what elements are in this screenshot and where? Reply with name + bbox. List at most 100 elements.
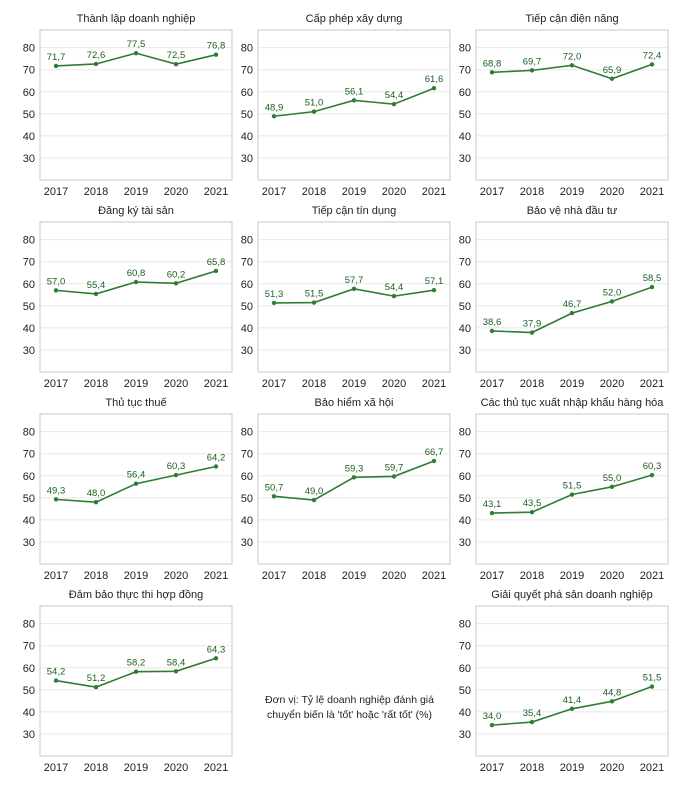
data-point [93,61,99,67]
x-tick-label: 2021 [422,570,446,582]
y-tick-label: 40 [241,323,253,335]
data-point [489,722,495,728]
data-label: 41,4 [563,695,582,706]
y-tick-label: 30 [459,729,471,741]
x-tick-label: 2018 [84,762,108,774]
x-tick-label: 2018 [302,186,326,198]
y-tick-label: 80 [23,43,35,55]
y-tick-label: 60 [23,279,35,291]
data-label: 54,4 [385,282,404,293]
y-tick-label: 60 [241,279,253,291]
x-tick-label: 2017 [262,378,286,390]
y-tick-label: 30 [23,345,35,357]
x-tick-label: 2017 [262,570,286,582]
data-label: 76,8 [207,41,226,52]
data-point [569,63,575,68]
x-tick-label: 2019 [342,570,366,582]
data-point [391,474,397,479]
y-tick-label: 50 [241,301,253,313]
y-tick-label: 30 [23,537,35,549]
data-label: 35,4 [523,708,542,719]
y-tick-label: 30 [241,153,253,165]
x-tick-label: 2018 [520,186,544,198]
y-tick-label: 60 [459,663,471,675]
data-label: 54,4 [385,90,404,101]
y-tick-label: 50 [459,109,471,121]
data-label: 72,0 [563,51,582,62]
y-tick-label: 70 [459,65,471,77]
data-point [271,300,277,306]
data-point [53,63,59,69]
x-tick-label: 2017 [44,186,68,198]
y-tick-label: 30 [241,345,253,357]
chart-panel-2: Cấp phép xây dựng 30 40 50 60 70 80 2017 2018 201… [241,13,451,198]
chart-panel-11: Giải quyết phá sản doanh nghiệp 30 40 50 60 7… [459,589,669,774]
y-tick-label: 40 [241,131,253,143]
data-point [351,286,357,292]
x-tick-label: 2018 [302,570,326,582]
x-tick-label: 2018 [84,378,108,390]
data-point [53,497,59,502]
chart-panel-1: Thành lập doanh nghiệp 30 40 50 60 70 80 2017 20… [23,13,233,198]
data-point [649,62,655,67]
x-tick-label: 2020 [600,570,624,582]
x-tick-label: 2020 [600,186,624,198]
y-tick-label: 60 [241,87,253,99]
data-label: 58,2 [127,658,146,669]
data-point [93,500,99,505]
data-label: 51,5 [305,289,324,300]
x-tick-label: 2021 [422,186,446,198]
y-tick-label: 30 [241,537,253,549]
data-label: 57,1 [425,276,444,287]
data-label: 56,4 [127,470,146,481]
y-tick-label: 40 [459,707,471,719]
y-tick-label: 50 [23,685,35,697]
y-tick-label: 80 [23,427,35,439]
y-tick-label: 80 [241,427,253,439]
data-point [53,288,59,293]
data-point [173,472,179,478]
data-label: 49,0 [305,486,324,497]
data-label: 51,2 [87,673,106,684]
data-label: 48,0 [87,488,106,499]
plot-frame [39,413,233,565]
data-label: 60,2 [167,269,186,280]
x-tick-label: 2017 [480,378,504,390]
y-tick-label: 50 [23,109,35,121]
data-label: 55,4 [87,280,106,291]
y-tick-label: 40 [459,515,471,527]
y-tick-label: 80 [23,619,35,631]
y-tick-label: 40 [459,131,471,143]
data-label: 77,5 [127,39,146,50]
data-point [213,52,219,57]
y-tick-label: 70 [459,257,471,269]
y-tick-label: 50 [459,685,471,697]
chart-title: Tiếp cận tín dụng [312,205,397,217]
x-tick-label: 2020 [164,570,188,582]
chart-panel-6: Bảo vệ nhà đầu tư 30 40 50 60 70 80 2017 2018 201… [459,205,669,390]
x-tick-label: 2018 [520,570,544,582]
x-tick-label: 2019 [560,762,584,774]
data-label: 64,3 [207,644,226,655]
x-tick-label: 2021 [640,762,664,774]
y-tick-label: 50 [241,493,253,505]
x-tick-label: 2017 [480,762,504,774]
plot-frame [39,605,233,757]
chart-panel-4: Đăng ký tài sản 30 40 50 60 70 80 2017 2018 2019 2… [23,205,233,390]
plot-frame [475,221,669,373]
x-tick-label: 2021 [640,186,664,198]
data-label: 72,4 [643,50,662,61]
data-label: 49,3 [47,485,66,496]
x-tick-label: 2021 [204,762,228,774]
data-label: 50,7 [265,482,284,493]
data-point [93,291,99,297]
data-point [649,472,655,478]
y-tick-label: 40 [241,515,253,527]
data-label: 56,1 [345,86,364,97]
y-tick-label: 70 [23,641,35,653]
data-point [569,492,575,497]
chart-panel-7: Thủ tục thuế 30 40 50 60 70 80 2017 2018 2019 2020… [23,397,233,582]
x-tick-label: 2017 [480,570,504,582]
x-tick-label: 2019 [342,186,366,198]
y-tick-label: 70 [459,449,471,461]
